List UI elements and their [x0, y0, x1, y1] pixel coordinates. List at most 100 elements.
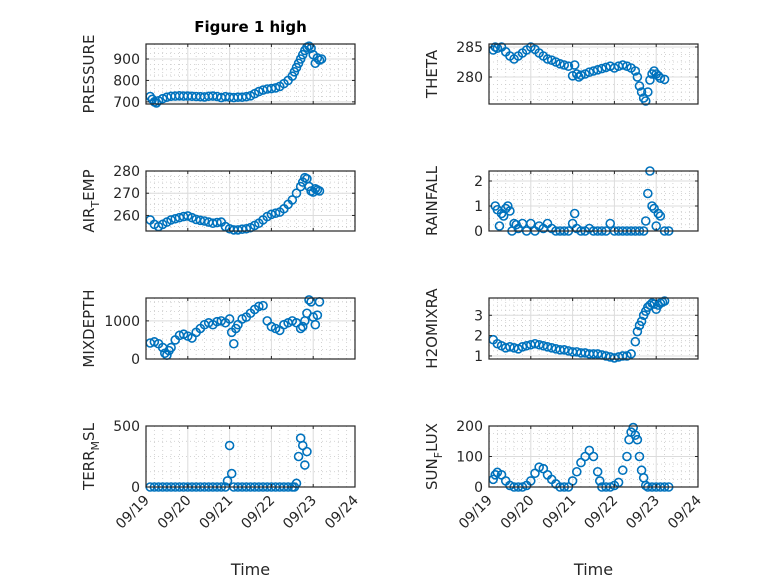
data-point: [228, 338, 239, 349]
data-point: [312, 53, 323, 63]
data-point: [632, 72, 643, 82]
data-point: [270, 83, 281, 93]
data-point: [295, 323, 306, 334]
data-point: [166, 215, 176, 225]
data-point: [630, 336, 641, 347]
data-point: [310, 319, 321, 330]
data-point: [645, 75, 655, 85]
axes-box: [145, 425, 356, 488]
data-point: [592, 65, 603, 75]
data-point: [546, 343, 557, 353]
subplot-terr_msl: 09/19 09/20 09/21 09/22 09/23 09/24 0 500 TERRMS…: [80, 419, 362, 579]
data-point: [592, 349, 603, 359]
data-point: [241, 223, 252, 234]
y-tick-label: 200: [456, 419, 483, 435]
data-point: [266, 209, 277, 220]
data-point: [636, 316, 647, 327]
data-point: [634, 451, 645, 462]
data-point: [563, 61, 574, 71]
data-point: [576, 70, 586, 80]
x-tick-label: 09/22: [581, 493, 621, 533]
axes-box: [145, 170, 356, 232]
data-point: [659, 74, 670, 85]
subplot-air_temp: 260 270 280 AIRTEMP: [80, 164, 356, 235]
data-point: [222, 476, 233, 486]
axes-box: [488, 297, 699, 360]
y-axis-label: H2OMIXRA: [423, 288, 441, 369]
data-point: [312, 310, 323, 320]
data-point: [302, 446, 312, 457]
data-point: [569, 60, 580, 70]
data-point: [258, 300, 268, 311]
subplot-theta: 280 285 THETA: [423, 40, 699, 106]
y-tick-label: 0: [131, 352, 140, 368]
y-tick-label: 700: [113, 95, 140, 111]
data-point: [592, 466, 603, 477]
data-point: [212, 217, 222, 228]
data-point: [632, 326, 643, 337]
subplot-h2omixra: 1 2 3 H2OMIXRA: [423, 288, 699, 369]
data-point: [270, 208, 281, 219]
x-axis-label: Time: [573, 560, 613, 579]
data-point: [588, 451, 599, 462]
x-tick-label: 09/24: [665, 492, 705, 532]
y-tick-label: 0: [131, 480, 140, 496]
data-point: [525, 218, 536, 229]
x-tick-label: 09/20: [155, 493, 195, 533]
data-point: [630, 66, 641, 76]
x-tick-label: 09/24: [322, 492, 362, 532]
data-point: [655, 73, 666, 83]
data-point: [505, 206, 515, 216]
data-point: [653, 208, 664, 219]
data-point: [584, 67, 595, 77]
data-point: [569, 208, 580, 219]
data-point: [655, 211, 666, 221]
data-point: [649, 299, 659, 309]
data-point: [314, 186, 325, 196]
data-point: [505, 341, 515, 352]
data-point: [636, 87, 647, 97]
data-point: [630, 430, 641, 440]
y-tick-label: 100: [456, 450, 483, 466]
data-point: [534, 339, 544, 350]
series-theta: [488, 42, 670, 106]
y-tick-label: 1000: [104, 314, 140, 330]
y-axis-label: MIXDEPTH: [80, 289, 98, 367]
x-tick-label: 09/23: [280, 493, 320, 533]
data-point: [647, 201, 657, 211]
data-point: [170, 213, 181, 224]
y-tick-label: 800: [113, 73, 140, 89]
x-axis-label: Time: [230, 560, 270, 579]
data-point: [640, 96, 651, 106]
data-point: [559, 60, 570, 70]
data-point: [254, 301, 264, 312]
y-tick-label: 0: [474, 480, 483, 496]
data-point: [517, 341, 528, 352]
x-tick-label: 09/21: [197, 493, 237, 533]
data-point: [151, 98, 162, 108]
data-point: [555, 58, 565, 69]
data-point: [622, 451, 632, 462]
series-air_temp: [145, 172, 325, 235]
series-h2omixra: [488, 296, 670, 363]
data-point: [521, 340, 532, 351]
x-tick-label: 09/23: [623, 493, 663, 533]
data-point: [530, 338, 540, 349]
data-point: [542, 341, 553, 352]
data-point: [157, 93, 168, 104]
data-point: [503, 201, 513, 211]
data-point: [617, 60, 628, 70]
series-mixdepth: [145, 295, 325, 360]
data-point: [224, 440, 235, 451]
axes-box: [488, 43, 699, 105]
y-tick-label: 2: [474, 329, 483, 345]
data-point: [199, 216, 210, 226]
data-point: [609, 353, 620, 363]
y-tick-label: 900: [113, 52, 140, 68]
subplot-rainfall: 0 1 2 RAINFALL: [423, 165, 699, 240]
y-axis-label: TERRMSL: [80, 422, 102, 491]
y-tick-label: 1: [474, 199, 483, 215]
data-point: [297, 321, 308, 332]
data-point: [538, 340, 549, 351]
